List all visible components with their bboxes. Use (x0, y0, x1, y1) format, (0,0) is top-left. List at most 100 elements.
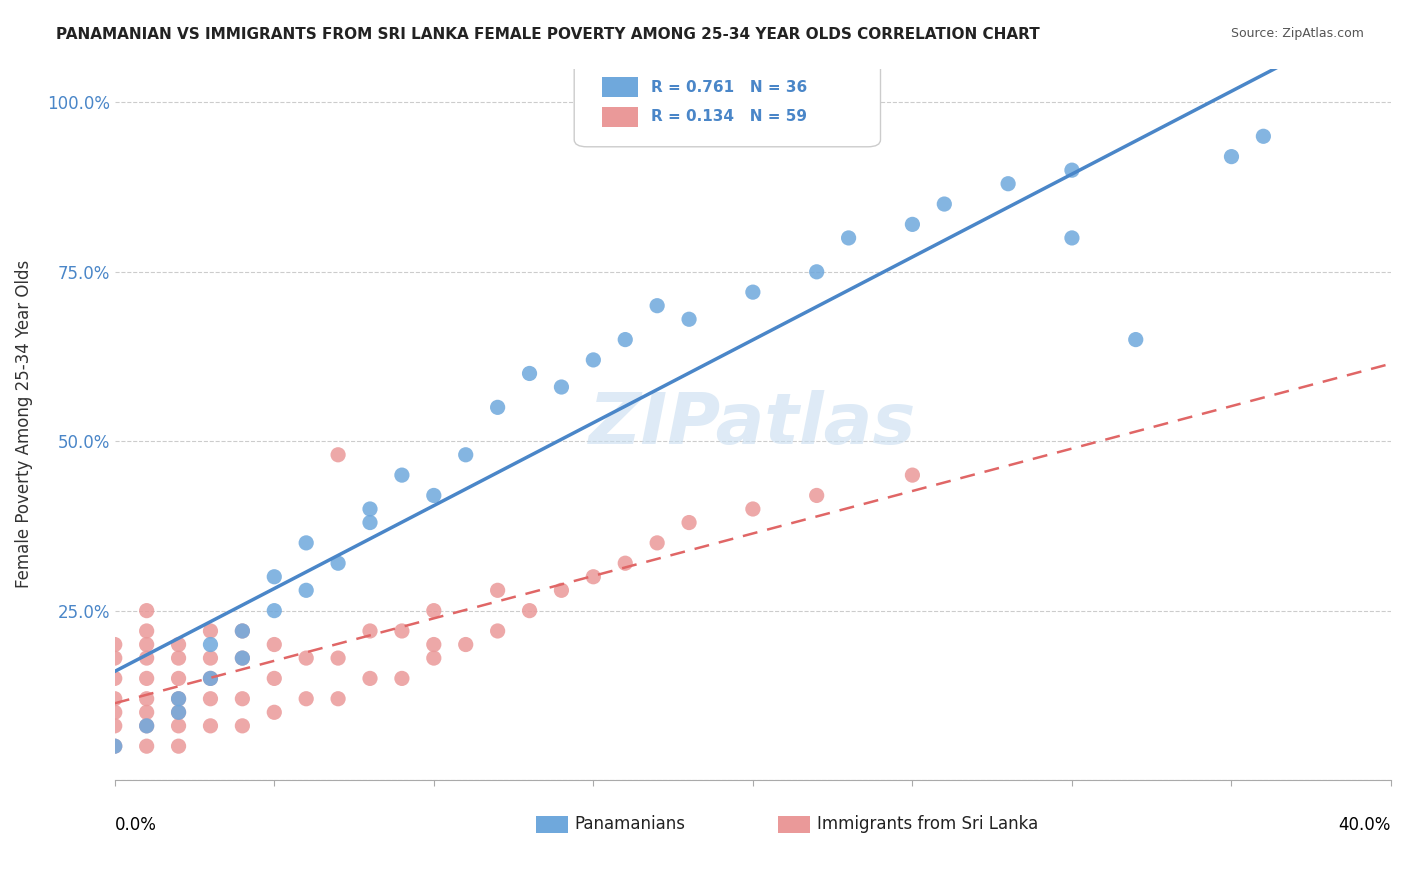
Point (359, 672, 381, 686)
Point (104, 719, 127, 733)
Point (582, 570, 605, 584)
Point (741, 285, 763, 300)
Point (391, 624, 413, 638)
Point (135, 638, 157, 652)
Point (359, 502, 381, 516)
Point (104, 651, 127, 665)
Point (678, 312, 700, 326)
Point (934, 197, 956, 211)
Text: PANAMANIAN VS IMMIGRANTS FROM SRI LANKA FEMALE POVERTY AMONG 25-34 YEAR OLDS COR: PANAMANIAN VS IMMIGRANTS FROM SRI LANKA … (56, 27, 1040, 42)
Point (359, 516, 381, 530)
Point (167, 719, 190, 733)
Point (104, 638, 127, 652)
Point (806, 488, 828, 502)
Point (231, 624, 253, 638)
Text: ZIPatlas: ZIPatlas (589, 390, 917, 458)
Point (326, 651, 349, 665)
Point (135, 604, 157, 618)
Point (423, 638, 446, 652)
Point (997, 177, 1019, 191)
Point (104, 672, 127, 686)
Point (167, 672, 190, 686)
Point (1125, 333, 1147, 347)
Point (135, 672, 157, 686)
Point (901, 468, 924, 483)
Point (231, 624, 253, 638)
Point (200, 719, 222, 733)
Point (295, 536, 318, 550)
Point (550, 380, 572, 394)
Point (231, 691, 253, 706)
Point (200, 672, 222, 686)
Point (486, 583, 509, 598)
Point (104, 706, 127, 720)
Point (104, 739, 127, 754)
Point (295, 691, 318, 706)
FancyBboxPatch shape (536, 815, 568, 833)
Point (263, 604, 285, 618)
Point (200, 651, 222, 665)
Point (135, 719, 157, 733)
Point (1220, 150, 1243, 164)
FancyBboxPatch shape (574, 62, 880, 147)
Point (135, 624, 157, 638)
Point (135, 706, 157, 720)
Point (645, 299, 668, 313)
Point (678, 516, 700, 530)
Point (326, 556, 349, 570)
Point (359, 624, 381, 638)
Point (454, 638, 477, 652)
Point (263, 570, 285, 584)
Point (167, 706, 190, 720)
Text: R = 0.761   N = 36: R = 0.761 N = 36 (651, 79, 807, 95)
Point (1253, 129, 1275, 144)
Point (423, 604, 446, 618)
Point (806, 265, 828, 279)
Point (200, 691, 222, 706)
Text: Immigrants from Sri Lanka: Immigrants from Sri Lanka (817, 815, 1038, 833)
Point (326, 691, 349, 706)
Point (1060, 231, 1083, 245)
Point (391, 672, 413, 686)
Point (486, 401, 509, 415)
Point (454, 448, 477, 462)
Point (167, 691, 190, 706)
Point (614, 556, 637, 570)
Point (263, 706, 285, 720)
Point (263, 638, 285, 652)
Text: Panamanians: Panamanians (574, 815, 685, 833)
Point (1060, 163, 1083, 178)
Point (231, 719, 253, 733)
Point (200, 638, 222, 652)
Text: R = 0.134   N = 59: R = 0.134 N = 59 (651, 110, 807, 124)
Point (135, 719, 157, 733)
Point (295, 583, 318, 598)
FancyBboxPatch shape (779, 815, 810, 833)
Point (104, 691, 127, 706)
Point (486, 624, 509, 638)
Point (645, 536, 668, 550)
Point (550, 583, 572, 598)
Point (423, 488, 446, 502)
Point (519, 604, 541, 618)
Point (167, 638, 190, 652)
Text: 0.0%: 0.0% (115, 815, 156, 834)
Point (901, 218, 924, 232)
Point (263, 672, 285, 686)
Point (838, 231, 860, 245)
Point (167, 651, 190, 665)
Point (135, 651, 157, 665)
Point (519, 367, 541, 381)
Point (167, 706, 190, 720)
Point (167, 691, 190, 706)
Point (295, 651, 318, 665)
FancyBboxPatch shape (602, 107, 638, 127)
Point (104, 739, 127, 754)
Point (741, 502, 763, 516)
Point (167, 739, 190, 754)
Point (614, 333, 637, 347)
Point (326, 448, 349, 462)
Point (200, 672, 222, 686)
Point (423, 651, 446, 665)
Point (200, 624, 222, 638)
